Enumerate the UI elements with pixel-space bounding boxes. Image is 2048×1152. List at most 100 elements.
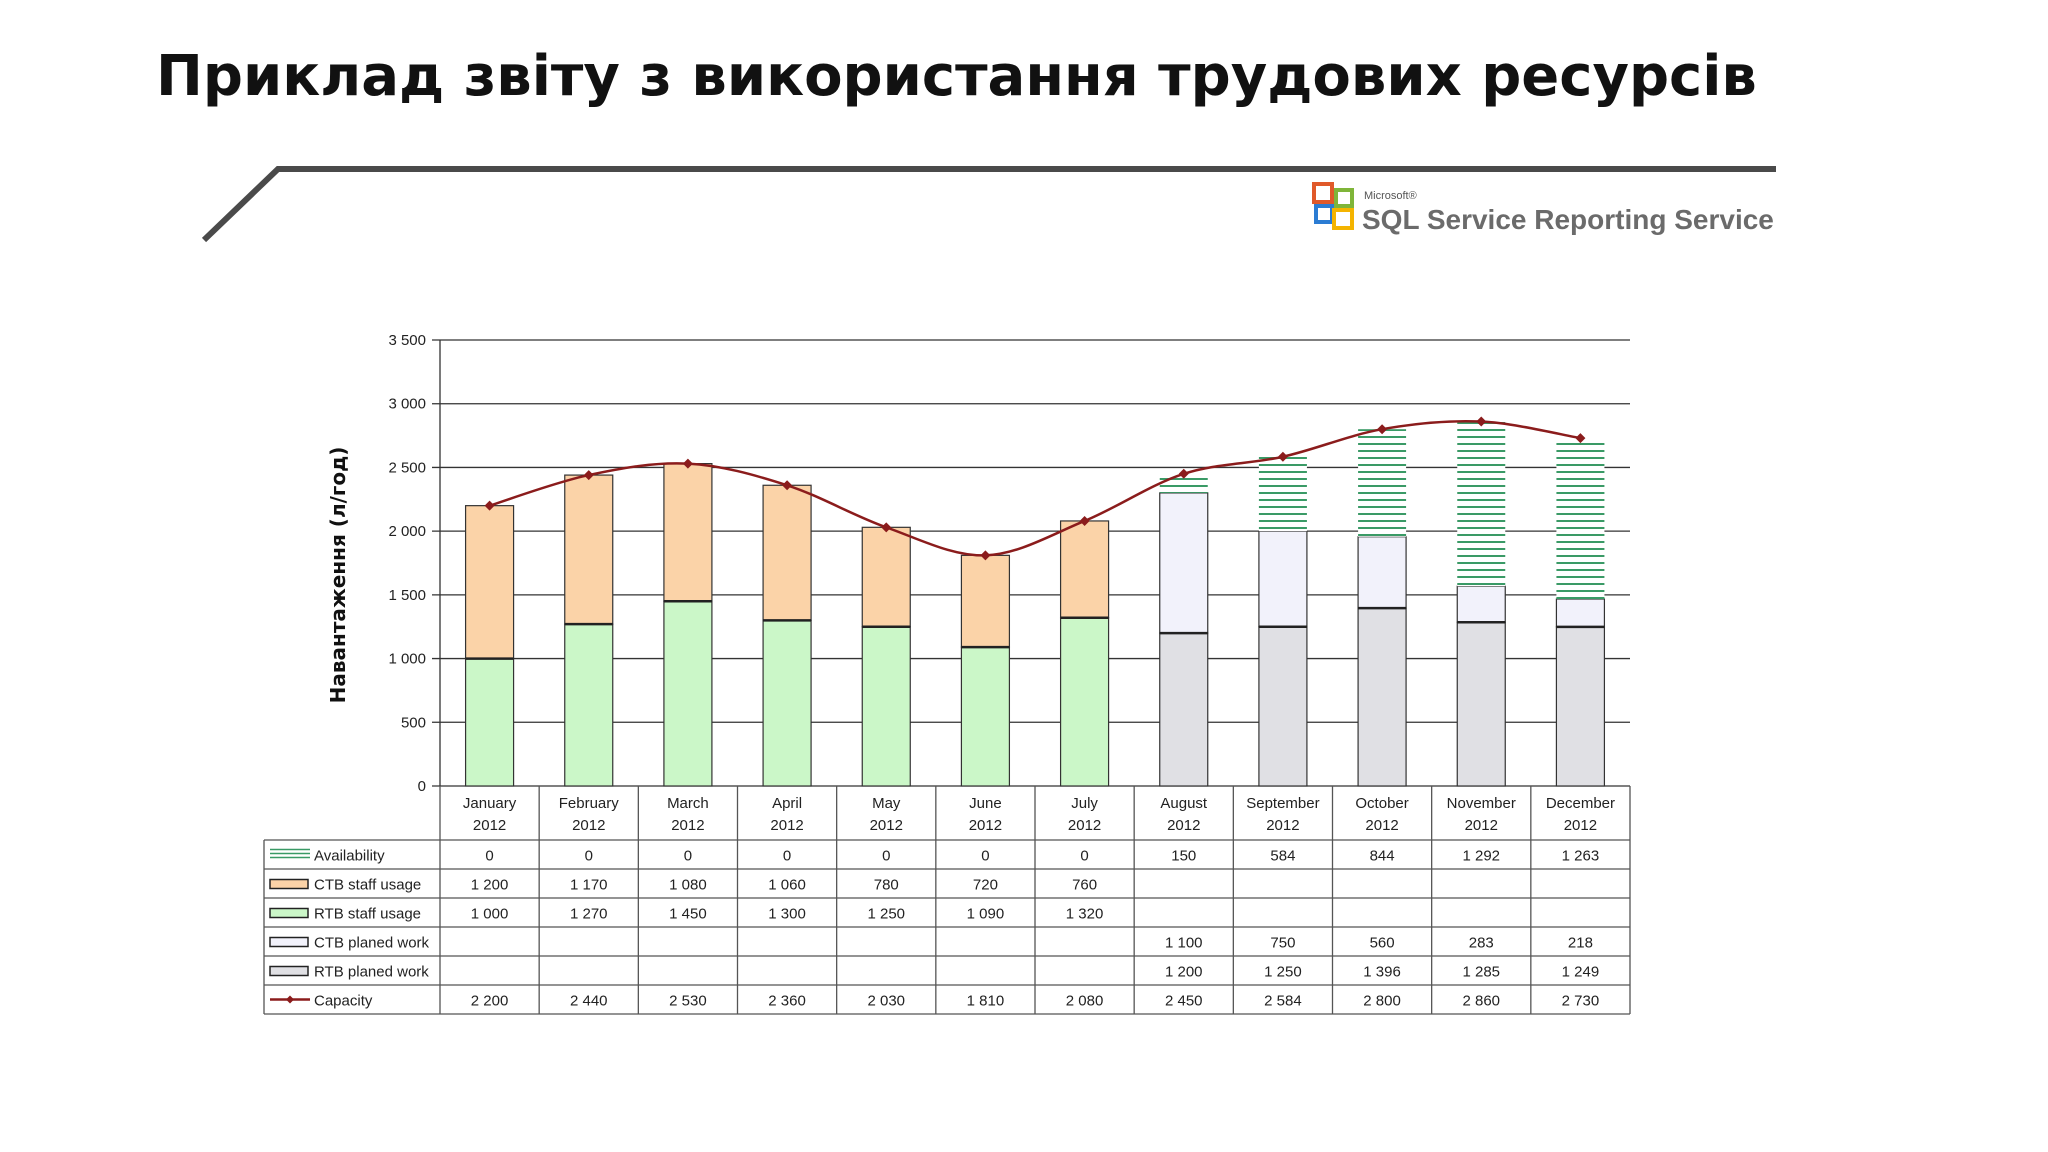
legend-swatch-capacity-marker: [286, 995, 294, 1004]
data-label: 844: [1370, 848, 1395, 865]
data-label: 0: [882, 848, 890, 865]
data-label: 2 450: [1165, 993, 1203, 1010]
y-tick-label: 0: [418, 778, 426, 795]
data-label: 2 030: [867, 993, 905, 1010]
bar-rtb-staff-usage: [960, 646, 1011, 787]
bars: [464, 421, 1606, 787]
data-label: 2 360: [768, 993, 806, 1010]
decorative-rule: [201, 166, 1776, 243]
bar-rtb-planed-work: [1555, 626, 1606, 787]
capacity-point: [1277, 451, 1288, 462]
data-label: 0: [1080, 848, 1088, 865]
data-table: January 2012 February 2012 March 2012 April 201…: [263, 786, 1631, 1015]
capacity-point: [782, 480, 793, 491]
data-label: 0: [485, 848, 493, 865]
data-label: 0: [585, 848, 593, 865]
bar-ctb-planed-work: [1555, 598, 1606, 628]
bar-availability: [1457, 421, 1506, 587]
data-label: 2 530: [669, 993, 707, 1010]
capacity-point: [1178, 468, 1189, 479]
logo-product-text: SQL Service Reporting Service: [1362, 204, 1774, 235]
bar-rtb-planed-work: [1357, 607, 1407, 787]
data-label: 1 000: [471, 906, 509, 923]
bar-rtb-planed-work: [1159, 632, 1209, 787]
data-label: 1 292: [1462, 848, 1500, 865]
data-label: 1 249: [1562, 964, 1600, 981]
data-label: 780: [874, 877, 899, 894]
bar-ctb-planed-work: [1258, 530, 1308, 628]
capacity-point: [583, 470, 594, 481]
x-tick-label-year: 2012: [671, 817, 704, 834]
data-label: 2 860: [1462, 993, 1500, 1010]
x-tick-label-month: March: [667, 795, 709, 812]
bar-rtb-staff-usage: [762, 619, 812, 787]
capacity-series-line: [489, 419, 1581, 557]
bar-rtb-staff-usage: [564, 623, 614, 787]
capacity-line: [484, 416, 1586, 561]
bar-ctb-staff-usage: [1059, 520, 1110, 619]
legend-label: CTB planed work: [314, 935, 430, 952]
legend-swatch-ctb-staff-usage: [269, 878, 309, 890]
bar-ctb-staff-usage: [960, 554, 1011, 648]
x-tick-label-year: 2012: [473, 817, 506, 834]
data-label: 1 080: [669, 877, 707, 894]
x-tick-label-month: December: [1546, 795, 1615, 812]
bar-ctb-planed-work: [1159, 492, 1209, 634]
x-tick-label-month: November: [1447, 795, 1516, 812]
capacity-point: [682, 458, 693, 469]
x-tick-label-month: August: [1160, 795, 1208, 812]
x-tick-label-year: 2012: [1167, 817, 1200, 834]
data-label: 560: [1370, 935, 1395, 952]
data-label: 2 730: [1562, 993, 1600, 1010]
x-tick-label-month: September: [1246, 795, 1319, 812]
y-tick-label: 2 000: [388, 523, 426, 540]
x-tick-label-year: 2012: [1465, 817, 1498, 834]
x-tick-label-month: October: [1355, 795, 1408, 812]
data-label: 720: [973, 877, 998, 894]
capacity-point: [1079, 515, 1090, 526]
bar-ctb-planed-work: [1456, 585, 1506, 623]
legend-label: RTB staff usage: [314, 906, 421, 923]
bar-rtb-planed-work: [1456, 621, 1506, 787]
bar-availability: [1358, 429, 1407, 537]
data-label: 1 300: [768, 906, 806, 923]
x-tick-label-year: 2012: [770, 817, 803, 834]
slide-title: Приклад звіту з використання трудових ре…: [156, 44, 1757, 109]
legend-swatch-ctb-planed-work: [269, 936, 309, 948]
data-label: 1 263: [1562, 848, 1600, 865]
bar-ctb-staff-usage: [663, 463, 713, 602]
data-label: 283: [1469, 935, 1494, 952]
x-tick-label-year: 2012: [1068, 817, 1101, 834]
capacity-point: [980, 550, 991, 561]
legend-swatch-rtb-planed-work: [269, 965, 309, 977]
data-label: 1 100: [1165, 935, 1203, 952]
capacity-point: [1575, 433, 1586, 444]
x-tick-label-year: 2012: [1266, 817, 1299, 834]
x-tick-label-month: June: [969, 795, 1002, 812]
x-tick-label-month: January: [463, 795, 517, 812]
bar-rtb-staff-usage: [464, 657, 515, 787]
data-label: 2 200: [471, 993, 509, 1010]
data-label: 1 250: [867, 906, 905, 923]
data-label: 1 320: [1066, 906, 1104, 923]
legend-label: RTB planed work: [314, 964, 429, 981]
bar-availability: [1258, 456, 1307, 532]
x-tick-label-year: 2012: [870, 817, 903, 834]
bar-ctb-planed-work: [1357, 536, 1407, 609]
data-label: 2 080: [1066, 993, 1104, 1010]
data-label: 0: [783, 848, 791, 865]
data-label: 0: [981, 848, 989, 865]
bar-rtb-staff-usage: [1059, 617, 1110, 787]
capacity-point: [1377, 424, 1388, 435]
data-label: 1 170: [570, 877, 608, 894]
y-tick-label: 1 500: [388, 587, 426, 604]
data-label: 1 090: [967, 906, 1005, 923]
decorative-rule-line: [201, 166, 1776, 243]
data-label: 218: [1568, 935, 1593, 952]
x-tick-label-month: May: [872, 795, 901, 812]
capacity-point: [1476, 416, 1487, 427]
bar-rtb-planed-work: [1258, 626, 1308, 787]
bar-availability: [1556, 438, 1605, 600]
x-tick-label-year: 2012: [1365, 817, 1398, 834]
